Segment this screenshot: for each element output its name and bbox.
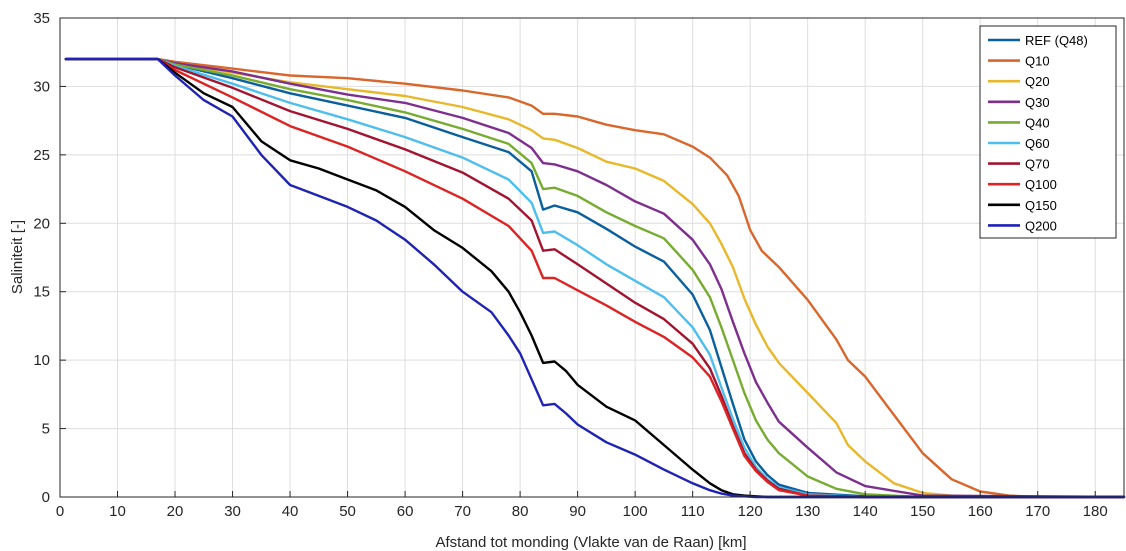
series-line: [64, 57, 1126, 499]
x-tick-label: 0: [56, 503, 64, 520]
x-tick-label: 120: [738, 503, 763, 520]
legend-entry-label: Q150: [1025, 198, 1057, 213]
x-tick-label: 130: [795, 503, 820, 520]
y-tick-label: 0: [42, 489, 50, 506]
y-tick-label: 5: [42, 421, 50, 438]
x-tick-label: 140: [853, 503, 878, 520]
x-tick-label: 160: [968, 503, 993, 520]
legend-entry-label: Q60: [1025, 136, 1050, 151]
x-tick-label: 70: [454, 503, 471, 520]
y-tick-label: 25: [33, 147, 50, 164]
x-tick-label: 90: [569, 503, 586, 520]
x-axis-label: Afstand tot monding (Vlakte van de Raan)…: [436, 534, 747, 551]
x-axis: 0 10 20 30 40 50 60 70 80 90 100 110 120 130 140 150 160…: [56, 491, 1108, 520]
legend-entry-label: Q70: [1025, 157, 1050, 172]
x-tick-label: 180: [1083, 503, 1108, 520]
x-tick-label: 60: [397, 503, 414, 520]
y-axis-label: Saliniteit [-]: [9, 220, 26, 294]
x-tick-label: 150: [910, 503, 935, 520]
y-axis: 0 5 10 15 20 25 30 35: [33, 10, 66, 506]
legend-entry-label: REF (Q48): [1025, 33, 1088, 48]
series-line: [64, 57, 1126, 499]
legend: REF (Q48) Q10 Q20 Q30 Q40 Q60 Q70 Q100 Q150 Q200: [979, 25, 1117, 239]
x-tick-label: 50: [339, 503, 356, 520]
legend-entry-label: Q200: [1025, 218, 1057, 233]
series-line: [64, 57, 1126, 499]
x-tick-label: 10: [109, 503, 126, 520]
y-tick-label: 30: [33, 78, 50, 95]
series-line: [64, 57, 1126, 499]
y-tick-label: 20: [33, 215, 50, 232]
x-tick-label: 80: [512, 503, 529, 520]
plot-border: [59, 17, 1125, 498]
series-line: [64, 57, 1126, 499]
x-tick-label: 170: [1025, 503, 1050, 520]
legend-entry-label: Q40: [1025, 115, 1050, 130]
legend-entry-label: Q30: [1025, 95, 1050, 110]
series-line: [64, 57, 1126, 499]
x-tick-label: 20: [167, 503, 184, 520]
plot-background: [60, 18, 1124, 497]
legend-entry-label: Q10: [1025, 54, 1050, 69]
x-tick-label: 100: [623, 503, 648, 520]
y-tick-label: 35: [33, 10, 50, 27]
y-tick-label: 10: [33, 352, 50, 369]
legend-entry-label: Q20: [1025, 74, 1050, 89]
y-tick-label: 15: [33, 284, 50, 301]
series-line: [64, 57, 1126, 499]
legend-entry-label: Q100: [1025, 177, 1057, 192]
x-tick-label: 40: [282, 503, 299, 520]
x-tick-label: 30: [224, 503, 241, 520]
x-tick-label: 110: [681, 503, 705, 520]
series-lines: [64, 57, 1126, 499]
